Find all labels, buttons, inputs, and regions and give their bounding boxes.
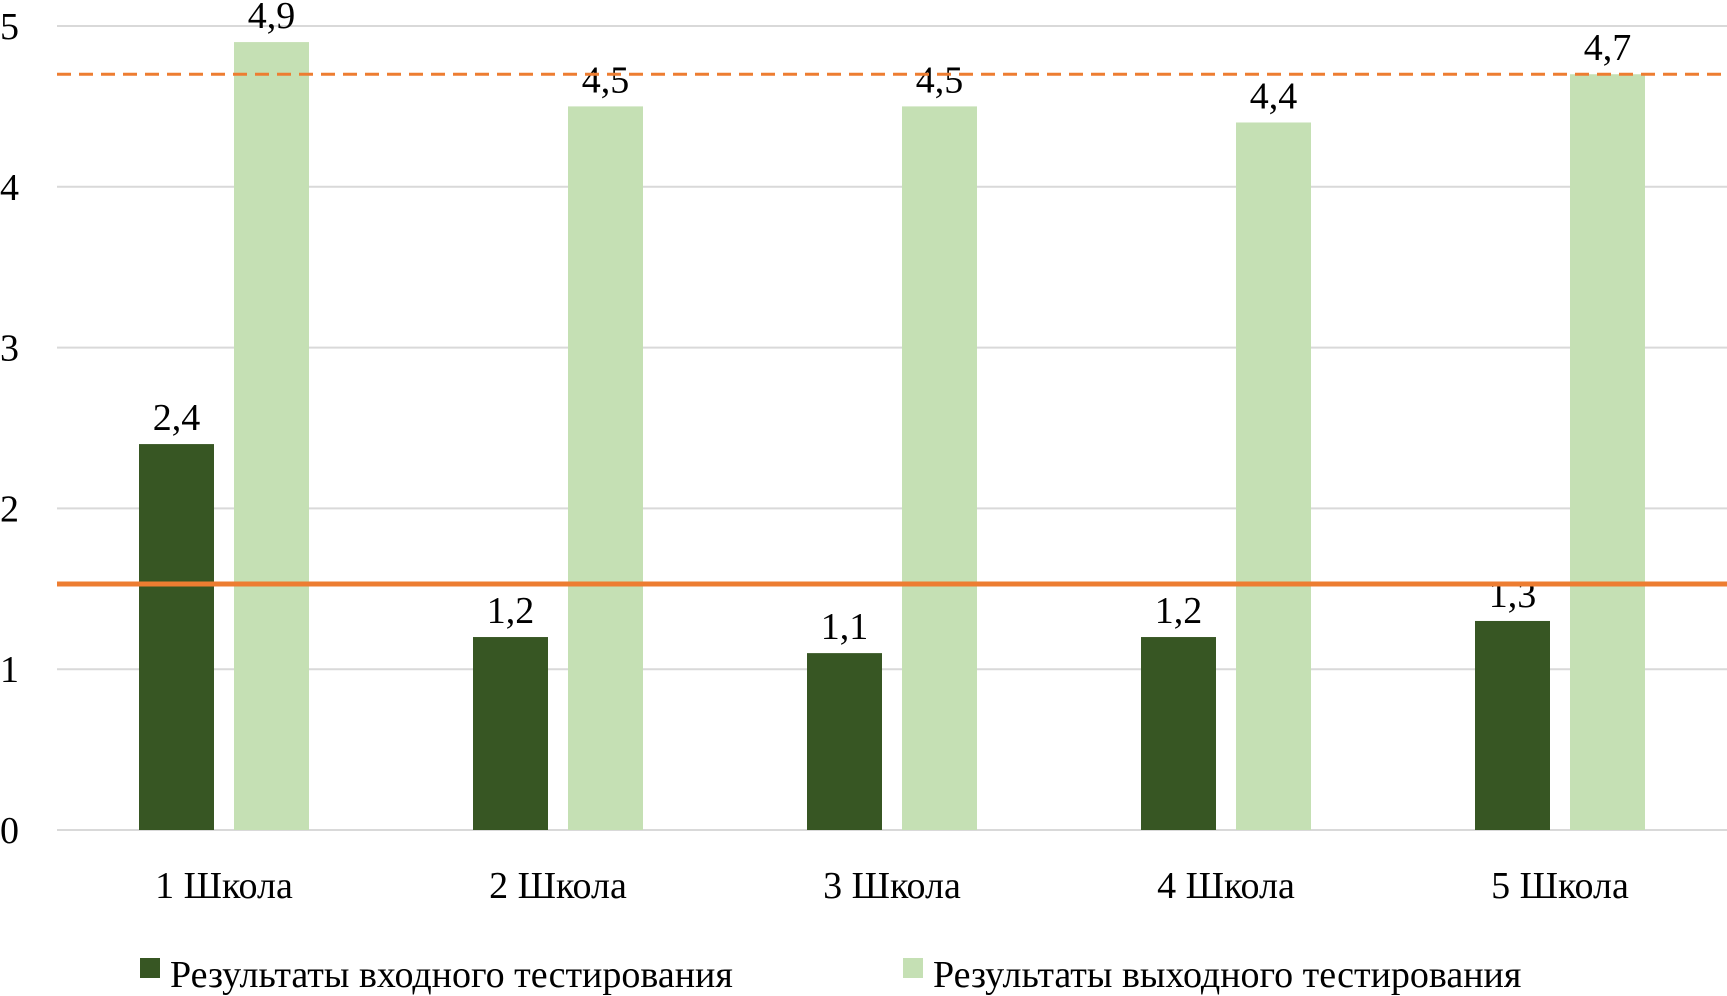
category-label: 5 Школа: [1491, 865, 1629, 907]
bar-output-4: [1236, 122, 1311, 831]
bar-input-1: [139, 444, 214, 830]
data-label: 1,1: [821, 606, 869, 648]
bar-input-4: [1141, 637, 1216, 830]
data-label: 1,2: [1155, 590, 1203, 632]
data-label: 1,2: [487, 590, 535, 632]
bar-output-5: [1570, 74, 1645, 831]
data-labels: 2,4 4,9 1,2 4,5 1,1 4,5 1,2 4,4 1,3 4,7: [153, 0, 1632, 648]
category-label: 2 Школа: [489, 865, 627, 907]
bar-output-3: [902, 106, 977, 830]
category-label: 3 Школа: [823, 865, 961, 907]
legend-entry: Результаты входного тестирования: [170, 954, 733, 996]
data-label: 4,9: [248, 0, 296, 37]
legend-swatch: [140, 958, 160, 978]
data-label: 4,7: [1584, 27, 1632, 69]
bar-output-2: [568, 106, 643, 830]
data-label: 2,4: [153, 397, 201, 439]
y-axis-ticks: 0 1 2 3 4 5: [0, 6, 19, 852]
bar-input-5: [1475, 620, 1550, 830]
y-tick-label: 0: [0, 810, 19, 852]
bar-input-2: [473, 637, 548, 830]
legend: Результаты входного тестирования Результа…: [140, 954, 1521, 996]
y-tick-label: 1: [0, 649, 19, 691]
y-tick-label: 2: [0, 488, 19, 530]
y-tick-label: 3: [0, 328, 19, 370]
gridlines: [57, 25, 1727, 831]
y-tick-label: 4: [0, 167, 19, 209]
data-label: 4,5: [582, 59, 630, 101]
bar-input-3: [807, 653, 882, 830]
bar-output-1: [234, 42, 309, 830]
data-label: 1,3: [1489, 574, 1537, 616]
category-label: 4 Школа: [1157, 865, 1295, 907]
data-label: 4,4: [1250, 75, 1298, 117]
x-axis-categories: 1 Школа 2 Школа 3 Школа 4 Школа 5 Школа: [155, 865, 1629, 907]
reference-lines: [57, 72, 1727, 587]
category-label: 1 Школа: [155, 865, 293, 907]
legend-swatch: [903, 958, 923, 978]
bars: [139, 42, 1645, 831]
data-label: 4,5: [916, 59, 964, 101]
y-tick-label: 5: [0, 6, 19, 48]
legend-entry: Результаты выходного тестирования: [933, 954, 1521, 996]
